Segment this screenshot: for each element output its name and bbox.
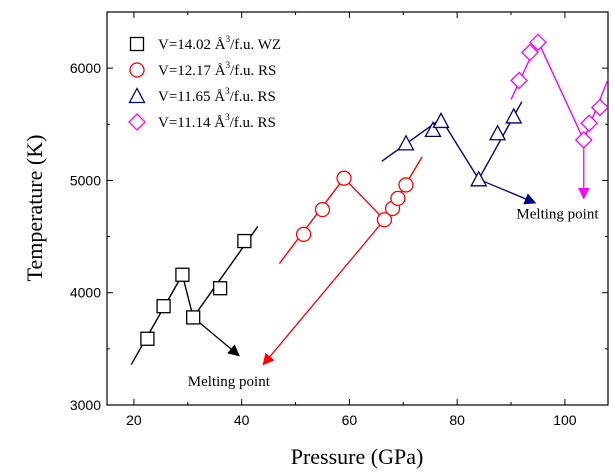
- data-point: [432, 112, 450, 129]
- annotation-melting-point: Melting point: [516, 207, 599, 223]
- x-tick-label: 20: [126, 412, 142, 428]
- x-tick-label: 80: [449, 412, 465, 428]
- data-point: [156, 299, 171, 314]
- series-markers: [140, 33, 609, 346]
- data-point: [140, 331, 155, 346]
- data-point: [390, 190, 406, 207]
- y-tick-label: 6000: [70, 60, 101, 76]
- fit-line-segment: [278, 177, 345, 264]
- y-tick-label: 4000: [70, 285, 101, 301]
- data-point: [580, 114, 599, 133]
- data-point: [314, 201, 331, 218]
- y-tick-label: 5000: [70, 172, 101, 188]
- data-point: [397, 134, 415, 151]
- legend-marker: [129, 62, 145, 78]
- data-point: [574, 131, 593, 149]
- data-point: [398, 177, 414, 193]
- x-tick-label: 40: [234, 412, 250, 428]
- data-point: [336, 170, 352, 186]
- data-point: [591, 98, 609, 117]
- y-axis-title: Temperature (K): [22, 135, 47, 282]
- y-tick-label: 3000: [70, 397, 101, 413]
- legend-marker: [129, 36, 145, 52]
- annotations: Melting point Melting point: [188, 207, 600, 390]
- plot-frame: [106, 11, 609, 406]
- melting-arrow: [262, 219, 385, 366]
- x-axis-title: Pressure (GPa): [291, 444, 424, 469]
- data-point: [529, 33, 547, 52]
- x-tick-label: 100: [553, 412, 577, 428]
- x-axis-ticks: 20 40 60 80 100: [126, 12, 577, 428]
- annotation-melting-point: Melting point: [188, 374, 271, 390]
- x-tick-label: 60: [342, 412, 358, 428]
- data-point: [510, 71, 529, 90]
- melting-arrows: [192, 140, 590, 366]
- legend-label: V=12.17 Å3/f.u. RS: [158, 60, 276, 79]
- fit-line-segment: [440, 118, 480, 180]
- data-point: [186, 310, 201, 325]
- fit-line-segment: [130, 274, 184, 365]
- data-point: [212, 281, 228, 296]
- legend-marker: [128, 113, 146, 131]
- data-point: [470, 170, 488, 187]
- legend-label: V=14.02 Å3/f.u. WZ: [158, 34, 281, 53]
- legend: V=14.02 Å3/f.u. WZ V=12.17 Å3/f.u. RS V=11…: [128, 34, 281, 131]
- y-axis-ticks: 3000 4000 5000 6000: [70, 60, 608, 413]
- data-point: [237, 233, 252, 249]
- data-point: [488, 124, 507, 141]
- fit-line-segment: [343, 177, 385, 221]
- data-point: [376, 212, 393, 228]
- fit-line-segment: [537, 40, 585, 141]
- melting-arrow: [478, 178, 537, 205]
- legend-marker: [128, 87, 146, 104]
- data-point: [295, 226, 312, 242]
- melting-arrow: [192, 316, 240, 357]
- data-point: [505, 107, 523, 124]
- data-point: [424, 121, 442, 138]
- data-point: [520, 43, 539, 62]
- legend-label: V=11.65 Å3/f.u. RS: [158, 86, 276, 105]
- data-point: [175, 267, 190, 282]
- legend-label: V=11.14 Å3/f.u. RS: [158, 112, 276, 131]
